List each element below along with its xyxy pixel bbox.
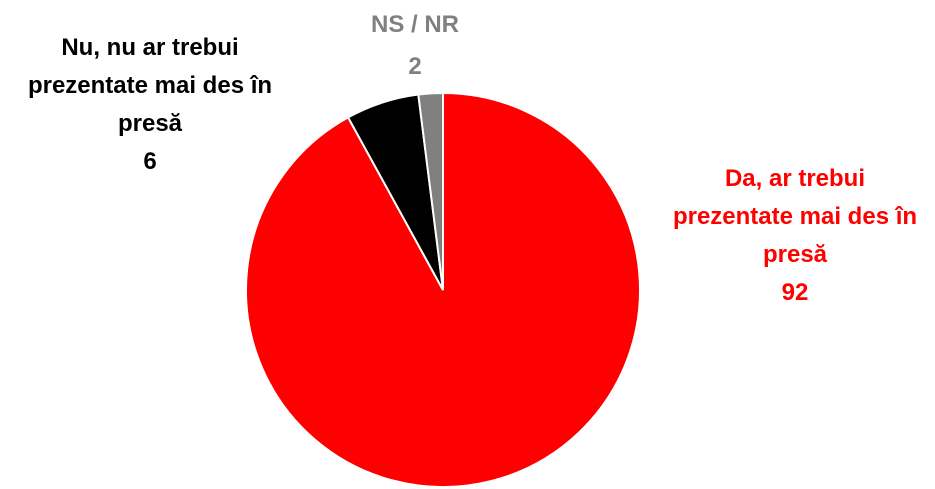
- slice-value-label: 92: [781, 279, 809, 306]
- slice-label: Da, ar trebui prezentate mai des în pres…: [672, 165, 918, 268]
- pie-slice: [417, 91, 444, 291]
- slice-value-label: 6: [143, 148, 157, 175]
- slice-label: NS / NR: [370, 11, 459, 38]
- slice-label: Nu, nu ar trebui prezentate mai des în p…: [27, 34, 273, 137]
- slice-value-label: 2: [408, 53, 422, 80]
